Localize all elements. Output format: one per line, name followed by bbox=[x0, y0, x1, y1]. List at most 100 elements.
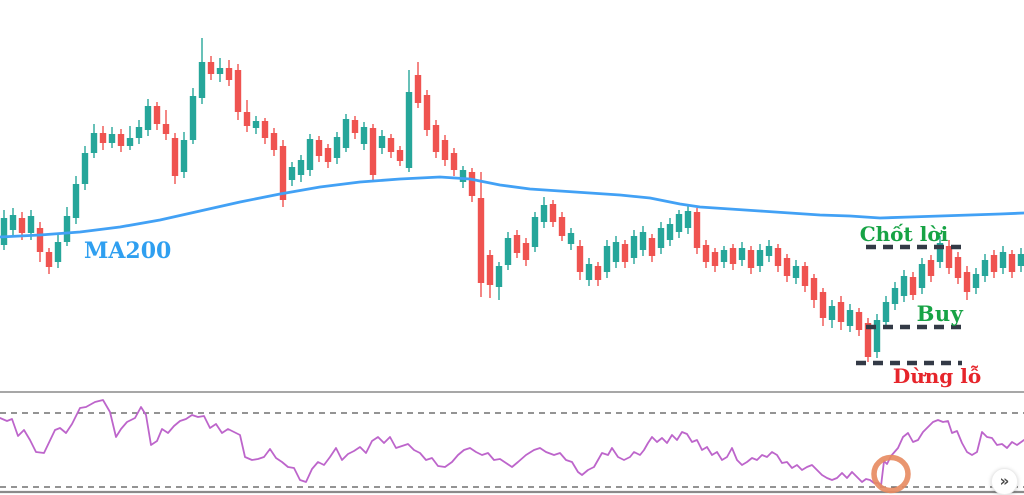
candle-body bbox=[657, 228, 665, 248]
candle-body bbox=[297, 160, 305, 175]
candle-body bbox=[855, 312, 863, 330]
candle-body bbox=[999, 252, 1007, 268]
candle-body bbox=[909, 277, 917, 295]
candle-body bbox=[891, 288, 899, 304]
candle-body bbox=[594, 266, 602, 280]
candle-body bbox=[693, 212, 701, 248]
candle-body bbox=[315, 140, 323, 156]
expand-more-button[interactable]: » bbox=[991, 468, 1018, 495]
candle-body bbox=[729, 248, 737, 264]
candle-body bbox=[900, 276, 908, 296]
candle-body bbox=[477, 198, 485, 283]
candle-body bbox=[783, 258, 791, 276]
candle-body bbox=[342, 119, 350, 148]
candle-body bbox=[792, 266, 800, 278]
candle-body bbox=[675, 214, 683, 232]
candle-body bbox=[621, 244, 629, 262]
candle-body bbox=[936, 243, 944, 262]
candle-body bbox=[117, 134, 125, 146]
take-profit-label: Chốt lời bbox=[859, 222, 949, 246]
candle-body bbox=[585, 264, 593, 280]
candle-body bbox=[513, 235, 521, 253]
candle-body bbox=[72, 184, 80, 218]
candle-body bbox=[873, 320, 881, 352]
candle-body bbox=[612, 242, 620, 262]
candle-body bbox=[27, 216, 35, 233]
candle-body bbox=[720, 250, 728, 262]
candle-body bbox=[963, 272, 971, 292]
candle-body bbox=[684, 211, 692, 228]
candle-body bbox=[1008, 254, 1016, 272]
candle-body bbox=[549, 204, 557, 222]
candle-body bbox=[828, 306, 836, 320]
candle-body bbox=[468, 172, 476, 196]
candle-body bbox=[819, 292, 827, 318]
candle-body bbox=[144, 106, 152, 130]
candle-body bbox=[954, 257, 962, 278]
candle-body bbox=[981, 260, 989, 276]
buy-entry-label: Buy bbox=[916, 301, 964, 326]
candle-body bbox=[864, 323, 872, 357]
candle-body bbox=[450, 153, 458, 170]
candle-body bbox=[639, 232, 647, 250]
candle-body bbox=[765, 246, 773, 256]
candle-body bbox=[108, 134, 116, 143]
candle-body bbox=[837, 302, 845, 322]
candle-body bbox=[630, 236, 638, 258]
candle-body bbox=[189, 96, 197, 140]
candle-body bbox=[387, 138, 395, 152]
candle-body bbox=[522, 243, 530, 260]
candle-body bbox=[324, 148, 332, 162]
candle-body bbox=[486, 255, 494, 285]
candle-body bbox=[801, 266, 809, 286]
candle-body bbox=[360, 127, 368, 144]
candle-body bbox=[225, 68, 233, 80]
candle-body bbox=[990, 255, 998, 272]
candle-body bbox=[279, 146, 287, 200]
candle-body bbox=[540, 205, 548, 222]
candle-body bbox=[270, 133, 278, 150]
candle-body bbox=[81, 153, 89, 184]
candle-body bbox=[198, 62, 206, 98]
candle-body bbox=[288, 167, 296, 180]
candle-body bbox=[882, 302, 890, 322]
candle-body bbox=[747, 250, 755, 268]
candle-body bbox=[567, 233, 575, 244]
candle-body bbox=[459, 170, 467, 182]
candle-body bbox=[576, 246, 584, 272]
candle-body bbox=[351, 120, 359, 133]
candle-body bbox=[9, 215, 17, 230]
candle-body bbox=[252, 121, 260, 128]
candle-body bbox=[423, 95, 431, 130]
candle-body bbox=[162, 124, 170, 134]
candle-body bbox=[369, 128, 377, 175]
candle-body bbox=[414, 75, 422, 103]
candle-body bbox=[702, 245, 710, 262]
candle-body bbox=[810, 278, 818, 300]
candle-body bbox=[531, 217, 539, 247]
candle-body bbox=[0, 218, 8, 245]
candle-body bbox=[36, 228, 44, 252]
candle-body bbox=[918, 264, 926, 288]
candle-body bbox=[306, 139, 314, 170]
candle-body bbox=[45, 252, 53, 267]
candle-body bbox=[774, 248, 782, 266]
candle-body bbox=[396, 150, 404, 161]
candle-body bbox=[558, 217, 566, 236]
candle-body bbox=[54, 242, 62, 262]
candle-body bbox=[648, 238, 656, 256]
candle-body bbox=[441, 140, 449, 160]
candle-body bbox=[126, 138, 134, 146]
candle-body bbox=[711, 252, 719, 266]
ma200-label: MA200 bbox=[84, 238, 172, 264]
candle-body bbox=[846, 310, 854, 326]
candle-body bbox=[738, 248, 746, 260]
candle-body bbox=[135, 127, 143, 138]
signal-highlight-circle bbox=[871, 454, 911, 494]
candle-body bbox=[972, 274, 980, 288]
candle-body bbox=[405, 92, 413, 168]
candle-body bbox=[432, 125, 440, 152]
candle-body bbox=[1017, 254, 1024, 266]
